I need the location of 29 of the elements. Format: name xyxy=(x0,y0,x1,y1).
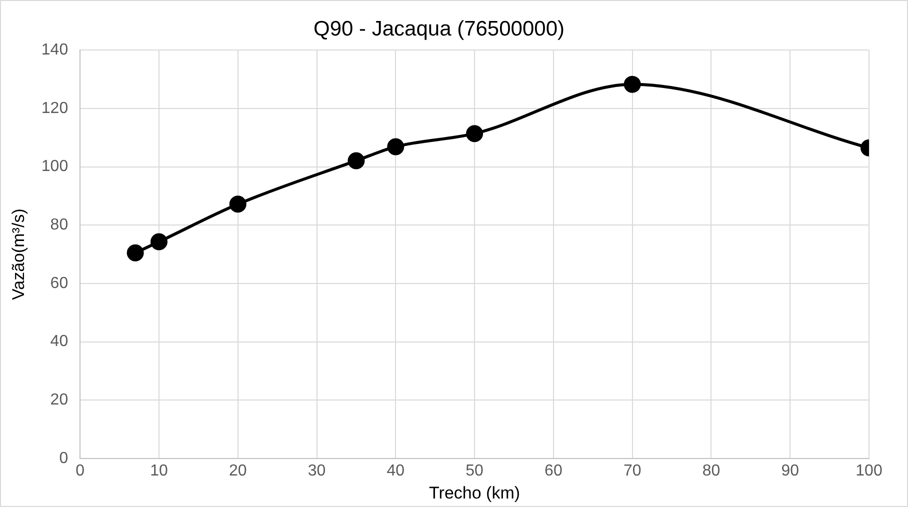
chart-title: Q90 - Jacaqua (76500000) xyxy=(313,17,565,40)
y-tick-label: 80 xyxy=(50,216,68,234)
y-tick-label: 120 xyxy=(41,100,68,117)
x-tick-label: 80 xyxy=(702,462,720,480)
y-tick-label: 60 xyxy=(50,274,68,292)
x-tick-label: 10 xyxy=(150,462,168,480)
x-tick-label: 30 xyxy=(308,462,326,480)
point xyxy=(387,138,404,156)
point xyxy=(624,76,641,93)
point xyxy=(229,196,246,213)
x-tick-label: 50 xyxy=(466,462,484,480)
x-tick-label: 100 xyxy=(856,462,882,480)
x-axis-title: Trecho (km) xyxy=(429,483,520,502)
y-tick-label: 0 xyxy=(59,450,68,467)
point xyxy=(126,244,144,262)
point xyxy=(466,125,484,142)
x-tick-label: 70 xyxy=(623,462,642,480)
x-tick-label: 90 xyxy=(781,462,800,480)
y-tick-label: 40 xyxy=(50,333,68,350)
y-tick-label: 140 xyxy=(41,42,68,59)
y-axis-title: Vazão(m³/s) xyxy=(8,208,28,300)
point xyxy=(150,233,168,250)
x-tick-label: 0 xyxy=(76,462,85,480)
y-tick-label: 20 xyxy=(50,391,68,408)
point xyxy=(348,152,365,170)
x-tick-label: 60 xyxy=(544,462,562,480)
x-tick-label: 40 xyxy=(386,462,405,480)
y-tick-label: 100 xyxy=(41,158,68,176)
x-tick-label: 20 xyxy=(228,462,247,480)
